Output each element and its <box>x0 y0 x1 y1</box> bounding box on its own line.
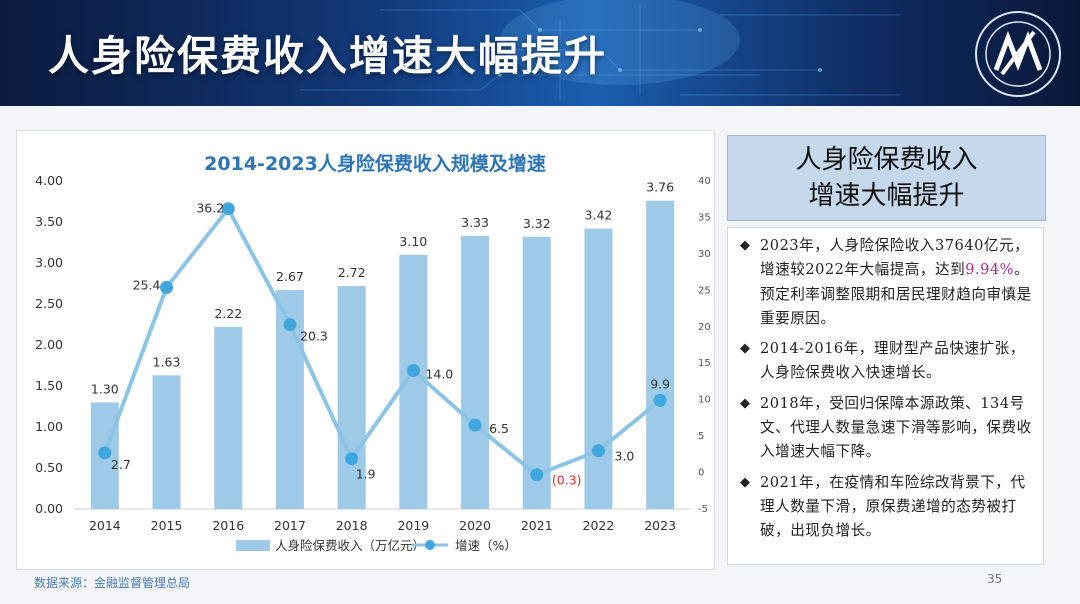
line-point <box>283 318 297 332</box>
y-right-tick-label: 30 <box>698 249 711 260</box>
legend-line-marker <box>425 540 435 550</box>
line-value-label: 9.9 <box>650 376 670 391</box>
bar-value-label: 3.10 <box>399 234 427 249</box>
y-left-tick-label: 1.00 <box>35 419 63 434</box>
y-right-tick-label: 15 <box>698 358 711 369</box>
line-point <box>345 452 359 466</box>
growth-line <box>102 206 662 477</box>
diamond-bullet-icon: ◆ <box>740 474 751 490</box>
line-value-label: 36.2 <box>196 201 224 216</box>
logo-badge-icon <box>975 11 1061 97</box>
bar-value-label: 2.67 <box>276 269 304 284</box>
y-left-tick-label: 0.50 <box>35 460 63 475</box>
y-right-tick-label: 35 <box>698 212 711 223</box>
diamond-bullet-icon: ◆ <box>740 395 751 411</box>
bullet-item: ◆ 2014-2016年，理财型产品快速扩张，人身险保费收入快速增长。 <box>738 337 1033 386</box>
bar-value-label: 3.33 <box>461 215 489 230</box>
bullet-text-tail: 。预定利率调整限期和居民理财趋向审慎是重要原因。 <box>760 261 1032 327</box>
bullet-text: 2014-2016年，理财型产品快速扩张，人身险保费收入快速增长。 <box>760 340 1025 382</box>
bar-value-label: 1.63 <box>153 354 181 369</box>
x-tick-label: 2015 <box>151 518 183 533</box>
bar <box>152 375 181 509</box>
line-point <box>468 418 482 432</box>
line-point <box>653 393 667 407</box>
side-title-box: 人身险保费收入 增速大幅提升 <box>727 135 1046 221</box>
bar-value-label: 2.72 <box>338 265 366 280</box>
side-title-line1: 人身险保费收入 <box>795 145 978 175</box>
x-tick-label: 2023 <box>644 518 676 533</box>
bar <box>584 228 613 509</box>
bar <box>646 200 675 509</box>
x-tick-label: 2014 <box>89 518 121 533</box>
bar-value-label: 2.22 <box>214 306 242 321</box>
y-right-tick-label: 25 <box>698 285 711 296</box>
line-value-label: 6.5 <box>489 421 509 436</box>
y-left-tick-label: 0.00 <box>35 501 63 516</box>
bar <box>337 285 366 509</box>
line-point <box>406 364 420 378</box>
x-tick-label: 2019 <box>397 518 429 533</box>
bullet-highlight: 9.94% <box>965 261 1015 279</box>
bar-value-label: 3.42 <box>585 208 613 223</box>
y-left-tick-label: 4.00 <box>35 173 63 188</box>
bar <box>214 326 243 509</box>
x-tick-label: 2016 <box>212 518 244 533</box>
bullet-item: ◆ 2021年，在疫情和车险综改背景下，代理人数量下滑，原保费递增的态势被打破，… <box>738 471 1033 544</box>
bar-value-label: 3.76 <box>646 180 674 195</box>
x-tick-label: 2020 <box>459 518 491 533</box>
bullet-item: ◆ 2018年，受回归保障本源政策、134号文、代理人数量急速下滑等影响，保费收… <box>738 392 1033 465</box>
y-left-tick-label: 2.50 <box>35 296 63 311</box>
y-left-tick-label: 3.50 <box>35 214 63 229</box>
page-number: 35 <box>987 572 1003 586</box>
bullet-item: ◆ 2023年，人身险保险收入37640亿元，增速较2022年大幅提高，达到9.… <box>738 234 1033 331</box>
line-value-label: 3.0 <box>615 449 635 464</box>
y-right-tick-label: 0 <box>698 468 704 479</box>
line-point <box>221 202 235 216</box>
page-title: 人身险保费收入增速大幅提升 <box>48 32 607 80</box>
y-right-tick-label: -5 <box>698 504 708 515</box>
y-right-tick-label: 10 <box>698 395 711 406</box>
y-left-tick-label: 3.00 <box>35 255 63 270</box>
side-bullets-box: ◆ 2023年，人身险保险收入37640亿元，增速较2022年大幅提高，达到9.… <box>727 227 1044 565</box>
y-right-tick-label: 20 <box>698 322 711 333</box>
line-value-label: 1.9 <box>356 467 376 482</box>
bar <box>461 235 490 509</box>
bar-value-label: 3.32 <box>523 216 551 231</box>
bar-value-label: 1.30 <box>91 381 119 396</box>
y-right-tick-label: 40 <box>698 176 711 187</box>
legend-bar-label: 人身险保费收入（万亿元） <box>275 538 425 553</box>
x-tick-label: 2021 <box>521 518 553 533</box>
combo-chart: 2014-2023人身险保费收入规模及增速 0.00 0.50 1.00 1.50 2.… <box>35 152 711 553</box>
line-point <box>160 280 174 294</box>
bullet-text: 2023年，人身险保险收入37640亿元，增速较2022年大幅提高，达到 <box>760 237 1030 279</box>
diamond-bullet-icon: ◆ <box>740 238 751 253</box>
header-circuit-pattern <box>300 0 900 100</box>
diamond-bullet-icon: ◆ <box>740 341 751 357</box>
bar <box>522 236 551 509</box>
line-value-label: 2.7 <box>111 457 131 472</box>
y-right-tick-label: 5 <box>698 431 704 442</box>
legend-line-label: 增速（%） <box>455 538 517 553</box>
line-point <box>591 444 605 458</box>
side-title-line2: 增速大幅提升 <box>808 181 965 211</box>
bullet-text: 2021年，在疫情和车险综改背景下，代理人数量下滑，原保费递增的态势被打破，出现… <box>760 473 1026 540</box>
chart-title: 2014-2023人身险保费收入规模及增速 <box>204 152 546 175</box>
x-tick-label: 2017 <box>274 518 306 533</box>
header-banner: 人身险保费收入增速大幅提升 <box>0 0 1080 106</box>
line-point <box>98 446 112 460</box>
line-value-label: (0.3) <box>552 473 582 488</box>
y-left-tick-label: 2.00 <box>35 337 63 352</box>
bullet-text: 2018年，受回归保障本源政策、134号文、代理人数量急速下滑等影响，保费收入增… <box>760 394 1032 461</box>
line-point <box>530 468 544 482</box>
y-left-tick-label: 1.50 <box>35 378 63 393</box>
line-value-label: 25.4 <box>133 277 161 292</box>
x-tick-label: 2018 <box>336 518 368 533</box>
x-tick-label: 2022 <box>583 518 615 533</box>
legend-bar-swatch <box>236 540 270 551</box>
chart-panel: 2014-2023人身险保费收入规模及增速 0.00 0.50 1.00 1.50 2.… <box>16 130 715 570</box>
data-source-note: 数据来源：金融监督管理总局 <box>34 576 191 590</box>
line-value-label: 20.3 <box>300 329 328 344</box>
line-value-label: 14.0 <box>425 367 453 382</box>
